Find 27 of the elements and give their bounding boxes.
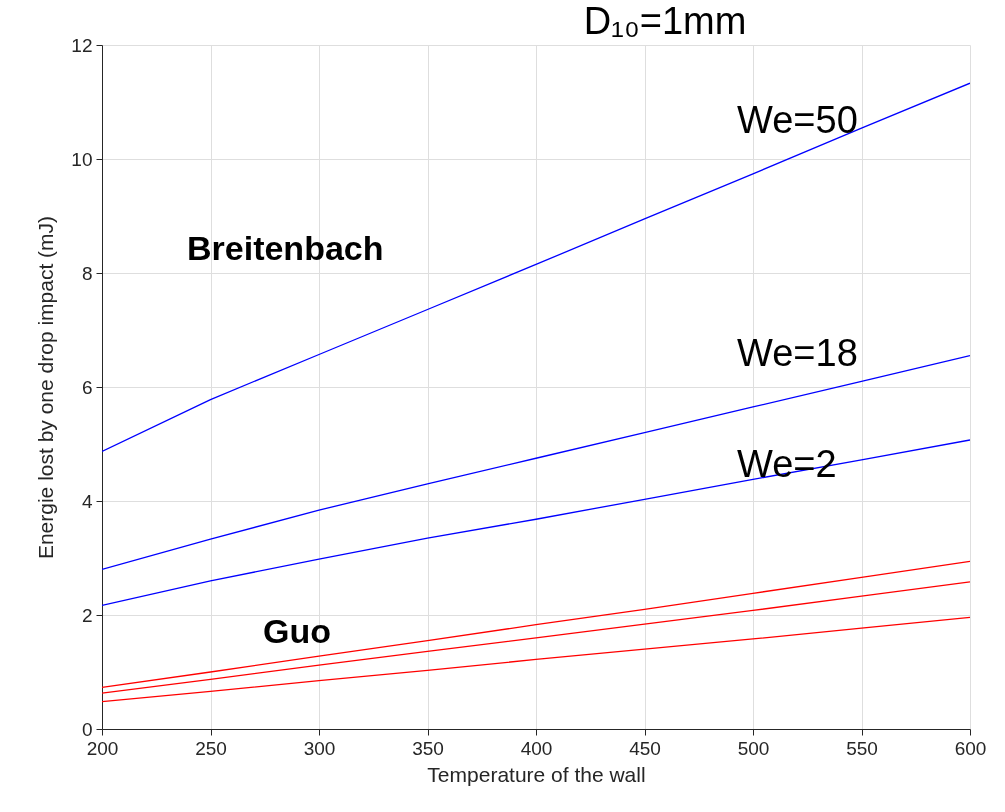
- x-tick-label: 450: [629, 737, 661, 759]
- x-tick-label: 600: [954, 737, 987, 759]
- annotation: We=18: [737, 332, 858, 374]
- line-series: [102, 616, 970, 703]
- annotation: Guo: [263, 612, 331, 650]
- x-axis-title: Temperature of the wall: [427, 762, 646, 786]
- y-tick-label: 12: [71, 34, 93, 56]
- y-tick-label: 8: [81, 262, 93, 284]
- x-tick-label: 550: [846, 737, 878, 759]
- x-tick-label: 300: [303, 737, 336, 759]
- annotation: We=50: [737, 99, 858, 141]
- y-tick-label: 0: [81, 718, 93, 740]
- y-tick-label: 10: [71, 148, 93, 170]
- line-series: [102, 581, 970, 694]
- x-tick-label: 250: [195, 737, 227, 759]
- y-tick-label: 4: [81, 490, 93, 512]
- x-tick-label: 350: [412, 737, 444, 759]
- y-tick-label: 6: [81, 376, 93, 398]
- annotation: Breitenbach: [187, 229, 384, 267]
- y-axis-title: Energie lost by one drop impact (mJ): [34, 215, 58, 560]
- y-tick-label: 2: [81, 604, 93, 626]
- line-series: [102, 560, 970, 689]
- chart-title: D₁₀=1mm: [583, 0, 747, 42]
- x-tick-label: 400: [520, 737, 553, 759]
- x-tick-label: 500: [737, 737, 770, 759]
- x-tick-label: 200: [86, 737, 119, 759]
- line-series: [102, 439, 970, 606]
